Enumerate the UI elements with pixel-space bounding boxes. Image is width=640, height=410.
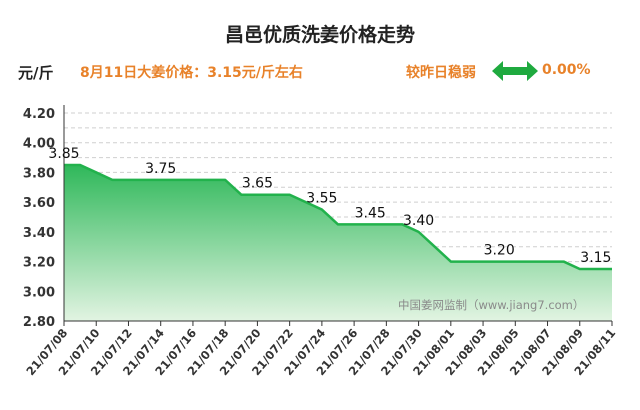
compare-label: 较昨日稳弱 <box>406 65 476 81</box>
data-label: 3.55 <box>306 191 337 207</box>
price-area <box>64 165 612 321</box>
y-tick-label: 4.20 <box>23 107 55 122</box>
y-tick-label: 4.00 <box>23 137 55 152</box>
data-label: 3.15 <box>580 250 611 266</box>
data-label: 3.40 <box>403 213 434 229</box>
y-tick-label: 3.40 <box>23 226 55 241</box>
data-label: 3.85 <box>48 146 79 162</box>
y-tick-label: 3.20 <box>23 256 55 271</box>
page-title: 昌邑优质洗姜价格走势 <box>224 24 415 46</box>
y-tick-label: 3.60 <box>23 196 55 211</box>
data-labels: 3.85 3.75 3.65 3.55 3.45 3.40 3.20 3.15 <box>48 146 611 266</box>
change-percent: 0.00% <box>542 62 591 78</box>
price-line <box>64 163 612 271</box>
data-label: 3.45 <box>355 205 386 221</box>
data-label: 3.75 <box>145 161 176 177</box>
data-label: 3.20 <box>484 243 515 259</box>
y-tick-label: 3.80 <box>23 166 55 181</box>
y-tick-label: 3.00 <box>23 285 55 300</box>
unit-label: 元/斤 <box>18 64 54 82</box>
watermark: 中国姜网监制（www.jiang7.com） <box>398 298 584 312</box>
price-note: 8月11日大姜价格：3.15元/斤左右 <box>80 65 303 81</box>
double-arrow-icon <box>492 61 538 81</box>
data-label: 3.65 <box>242 176 273 192</box>
y-tick-labels: 2.80 3.00 3.20 3.40 3.60 3.80 4.00 4.20 <box>23 107 55 330</box>
x-tick-labels: 21/07/0821/07/1021/07/1221/07/1421/07/16… <box>23 321 618 378</box>
y-tick-label: 2.80 <box>23 315 55 330</box>
